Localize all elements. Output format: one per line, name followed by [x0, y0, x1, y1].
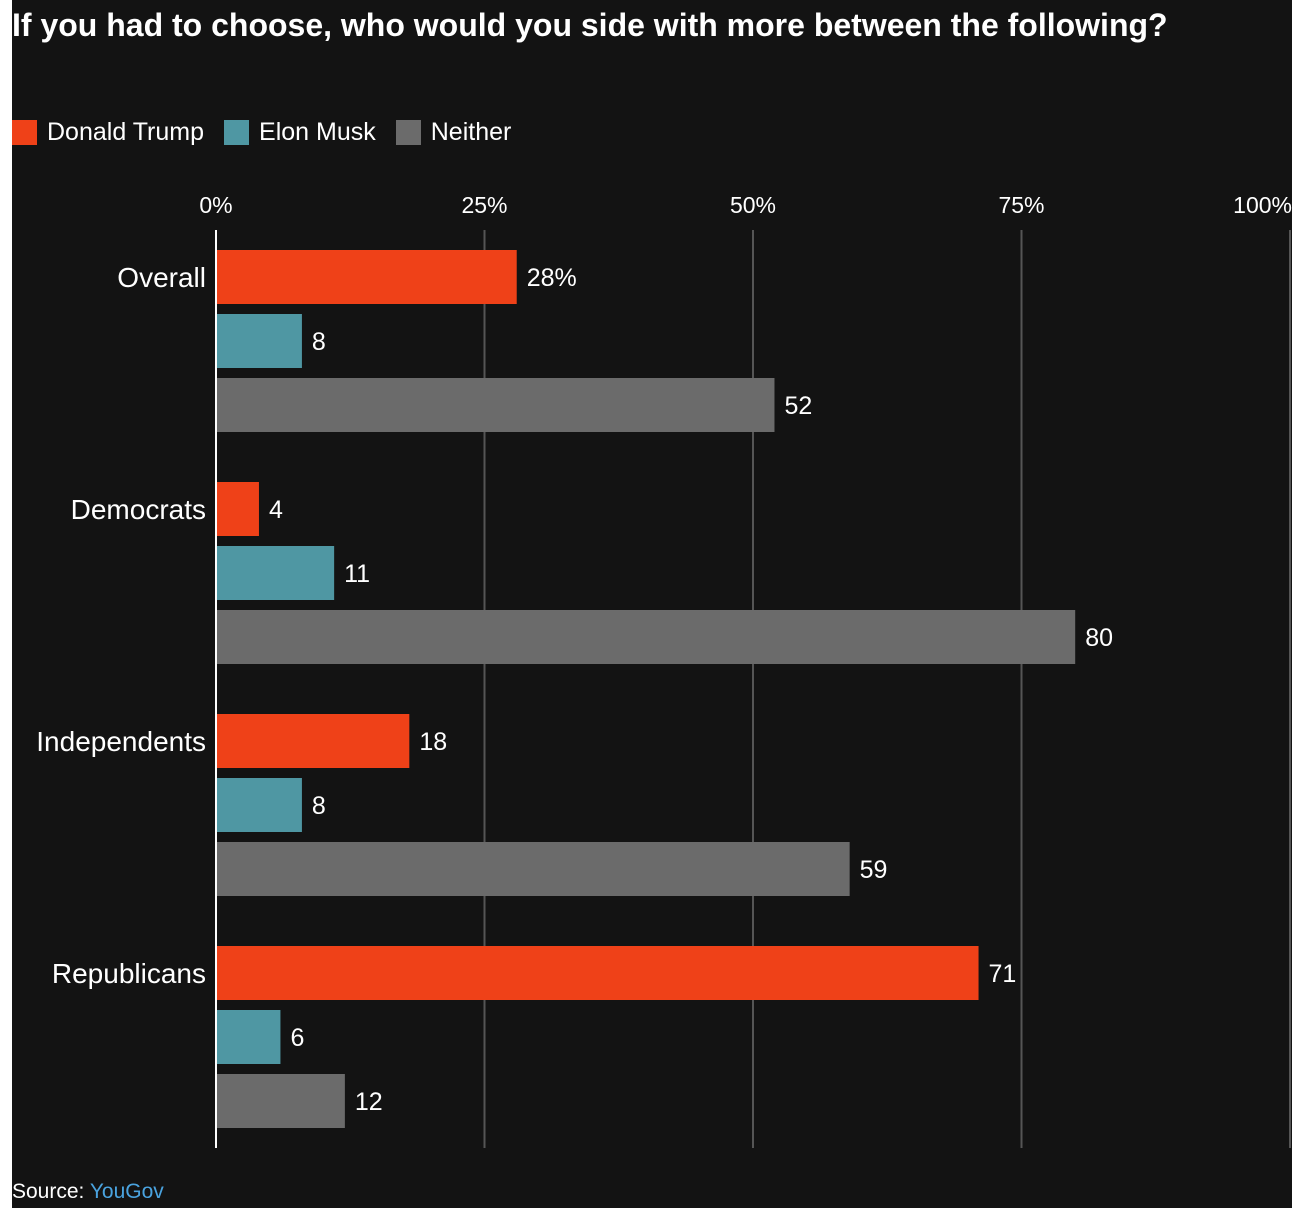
- bar: [216, 482, 259, 536]
- category-label: Democrats: [71, 494, 206, 525]
- legend-label-neither: Neither: [430, 118, 512, 146]
- category-label: Republicans: [52, 958, 206, 989]
- source-link[interactable]: YouGov: [89, 1180, 164, 1203]
- bar: [216, 378, 775, 432]
- legend-item-musk: Elon Musk: [224, 118, 376, 147]
- data-label: 52: [784, 392, 812, 420]
- legend-swatch-musk: [224, 120, 250, 145]
- legend-item-neither: Neither: [395, 118, 512, 147]
- legend-swatch-neither: [395, 120, 421, 145]
- data-label: 80: [1085, 624, 1113, 652]
- bar: [216, 778, 302, 832]
- category-label: Independents: [36, 726, 206, 757]
- bar: [216, 714, 410, 768]
- legend-label-musk: Elon Musk: [259, 118, 376, 146]
- legend-swatch-trump: [12, 120, 37, 145]
- data-label: 12: [355, 1088, 383, 1116]
- bar: [216, 946, 979, 1000]
- x-tick-label: 50%: [730, 192, 776, 218]
- chart-panel: If you had to choose, who would you side…: [12, 0, 1292, 1208]
- bar: [216, 610, 1076, 664]
- data-label: 59: [860, 856, 888, 884]
- data-label: 6: [290, 1024, 304, 1052]
- bar: [216, 1074, 345, 1128]
- data-label: 18: [419, 728, 447, 756]
- x-tick-label: 25%: [461, 192, 507, 218]
- source-label: Source:: [12, 1180, 85, 1203]
- data-label: 8: [312, 792, 326, 820]
- bar: [216, 546, 335, 600]
- data-label: 11: [344, 560, 370, 588]
- legend: Donald Trump Elon Musk Neither: [12, 118, 531, 147]
- chart-title: If you had to choose, who would you side…: [12, 7, 1168, 43]
- bar: [216, 842, 850, 896]
- bar: [216, 1010, 281, 1064]
- legend-label-trump: Donald Trump: [47, 118, 205, 146]
- category-label: Overall: [117, 262, 206, 293]
- bar: [216, 314, 302, 368]
- data-label: 4: [269, 496, 283, 524]
- x-tick-label: 75%: [998, 192, 1044, 218]
- data-label: 8: [312, 328, 326, 356]
- bar-chart: 0% 25% 50% 75% 100% Overall 28% 8 52 Democrats 4 11…: [36, 192, 1292, 1148]
- x-tick-label: 0%: [199, 192, 232, 218]
- data-label: 28%: [527, 264, 577, 292]
- legend-item-trump: Donald Trump: [12, 118, 204, 147]
- data-label: 71: [989, 960, 1017, 988]
- source-line: Source: YouGov: [12, 1180, 164, 1204]
- x-tick-label: 100%: [1233, 192, 1292, 218]
- bar: [216, 250, 517, 304]
